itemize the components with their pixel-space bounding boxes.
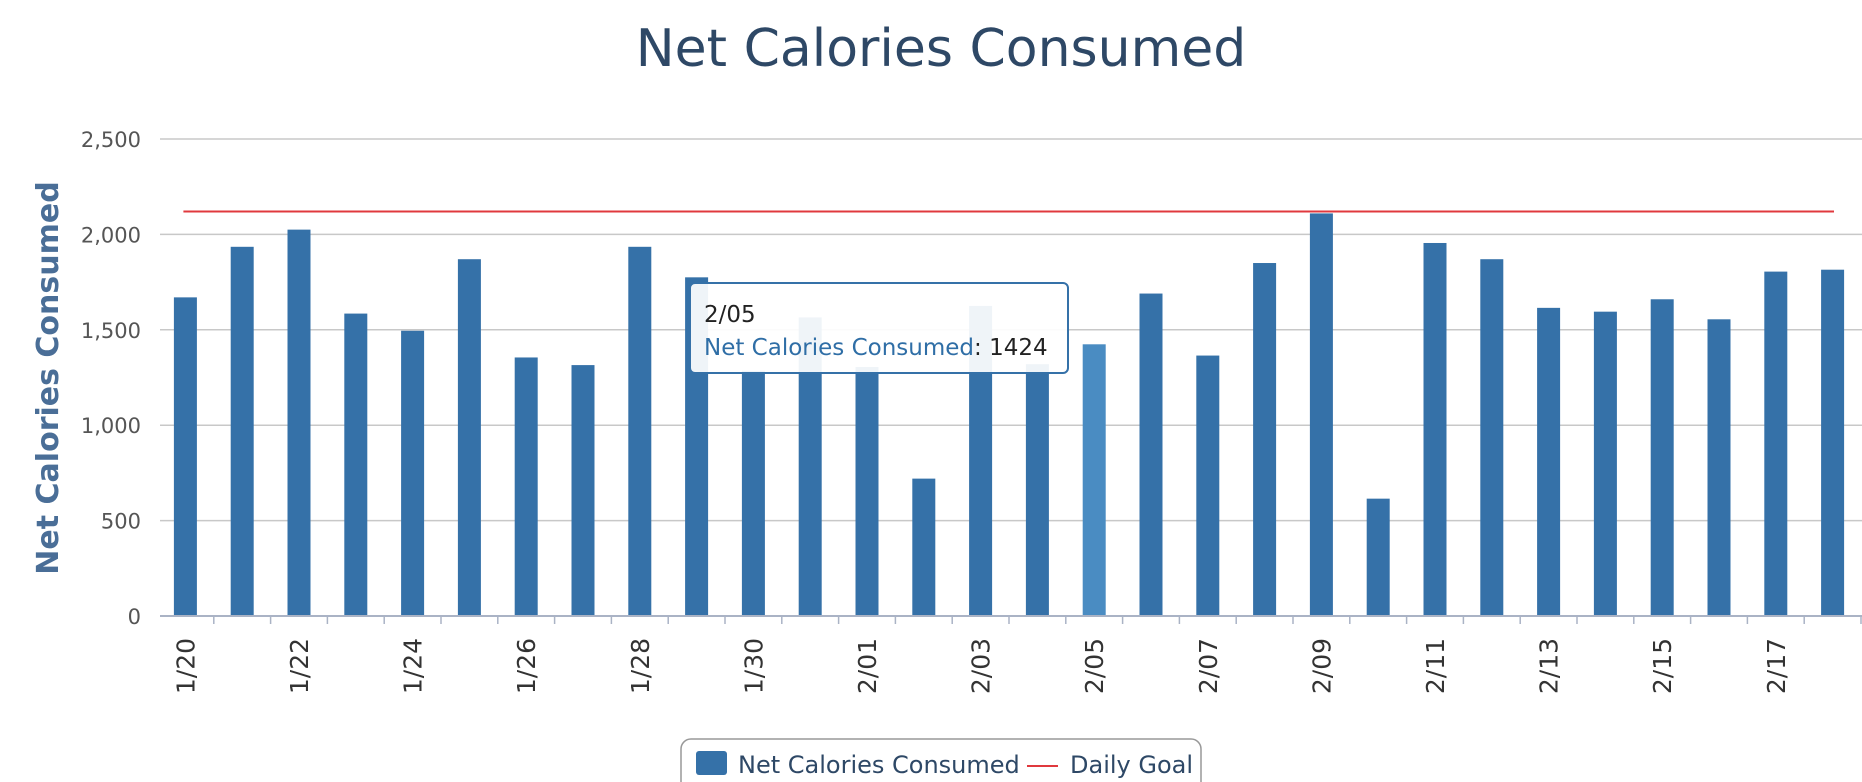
x-tick-label: 2/05 bbox=[1080, 638, 1109, 694]
y-tick-label: 2,000 bbox=[81, 223, 141, 247]
x-tick-label: 2/15 bbox=[1648, 638, 1677, 694]
y-tick-label: 2,500 bbox=[81, 128, 141, 152]
x-tick-label: 1/30 bbox=[739, 638, 768, 694]
x-axis: 1/20 1/22 1/24 1/26 1/28 1/30 2/01 2/03 2/05 2/07… bbox=[160, 615, 1862, 694]
legend: Net Calories Consumed Daily Goal bbox=[680, 738, 1202, 782]
bar-2-03[interactable] bbox=[969, 305, 993, 616]
bar-2-02[interactable] bbox=[912, 478, 936, 616]
y-tick-label: 1,500 bbox=[81, 319, 141, 343]
bar-2-01[interactable] bbox=[855, 367, 879, 616]
y-tick-label: 500 bbox=[101, 510, 141, 534]
bar-2-08[interactable] bbox=[1253, 263, 1277, 616]
bar-2-13[interactable] bbox=[1537, 307, 1561, 616]
tooltip-box bbox=[689, 282, 1069, 374]
x-tick-label: 2/09 bbox=[1307, 638, 1336, 694]
bar-2-09[interactable] bbox=[1309, 213, 1333, 617]
x-tick-label: 1/22 bbox=[285, 638, 314, 694]
x-tick-label: 1/24 bbox=[399, 638, 428, 694]
tooltip-value: 1424 bbox=[989, 335, 1048, 361]
bar-1-25[interactable] bbox=[457, 259, 481, 616]
bar-1-22[interactable] bbox=[287, 229, 311, 616]
tooltip-date: 2/05 bbox=[704, 302, 756, 328]
x-tick-label: 2/17 bbox=[1762, 638, 1791, 694]
y-tick-label: 0 bbox=[128, 605, 141, 629]
x-tick-label: 2/07 bbox=[1194, 638, 1223, 694]
bar-2-12[interactable] bbox=[1480, 259, 1504, 616]
chart-title: Net Calories Consumed bbox=[636, 19, 1246, 79]
bar-2-11[interactable] bbox=[1423, 242, 1447, 616]
tooltip-line: Net Calories Consumed: 1424 bbox=[704, 335, 1048, 361]
bar-1-24[interactable] bbox=[401, 330, 425, 616]
tooltip-colon: : bbox=[974, 335, 989, 361]
x-tick-label: 2/03 bbox=[967, 638, 996, 694]
bar-2-18[interactable] bbox=[1821, 269, 1845, 616]
bar-2-05[interactable] bbox=[1082, 344, 1106, 616]
bar-1-23[interactable] bbox=[344, 313, 368, 616]
x-tick-label: 2/11 bbox=[1421, 638, 1450, 694]
bar-1-20[interactable] bbox=[173, 297, 197, 616]
x-tick-label: 1/20 bbox=[171, 638, 200, 694]
x-tick-label: 1/28 bbox=[626, 638, 655, 694]
bar-1-21[interactable] bbox=[230, 246, 254, 616]
bar-2-07[interactable] bbox=[1196, 355, 1220, 616]
bar-1-26[interactable] bbox=[514, 357, 538, 616]
bar-2-17[interactable] bbox=[1764, 271, 1788, 616]
x-tick-label: 2/13 bbox=[1535, 638, 1564, 694]
y-axis-ticks: 0 500 1,000 1,500 2,000 2,500 bbox=[81, 128, 141, 629]
bar-2-15[interactable] bbox=[1650, 299, 1674, 616]
legend-bar-label: Net Calories Consumed bbox=[738, 751, 1020, 779]
tooltip-series-name: Net Calories Consumed bbox=[704, 335, 974, 361]
bar-2-14[interactable] bbox=[1593, 311, 1617, 616]
bar-2-04[interactable] bbox=[1025, 364, 1049, 616]
legend-bar-swatch bbox=[696, 751, 727, 775]
bar-2-10[interactable] bbox=[1366, 498, 1390, 616]
tooltip: 2/05 Net Calories Consumed: 1424 bbox=[689, 282, 1069, 374]
x-tick-label: 2/01 bbox=[853, 638, 882, 694]
legend-box bbox=[680, 738, 1202, 782]
bar-1-28[interactable] bbox=[628, 246, 652, 616]
bar-2-16[interactable] bbox=[1707, 319, 1731, 616]
bar-series bbox=[173, 213, 1845, 617]
bar-1-30[interactable] bbox=[741, 370, 765, 616]
legend-goal-label: Daily Goal bbox=[1070, 751, 1193, 779]
y-tick-label: 1,000 bbox=[81, 414, 141, 438]
bar-1-31[interactable] bbox=[798, 317, 822, 616]
bar-1-27[interactable] bbox=[571, 365, 595, 616]
x-tick-label: 1/26 bbox=[512, 638, 541, 694]
y-axis-label: Net Calories Consumed bbox=[31, 181, 66, 574]
bar-2-06[interactable] bbox=[1139, 293, 1163, 616]
